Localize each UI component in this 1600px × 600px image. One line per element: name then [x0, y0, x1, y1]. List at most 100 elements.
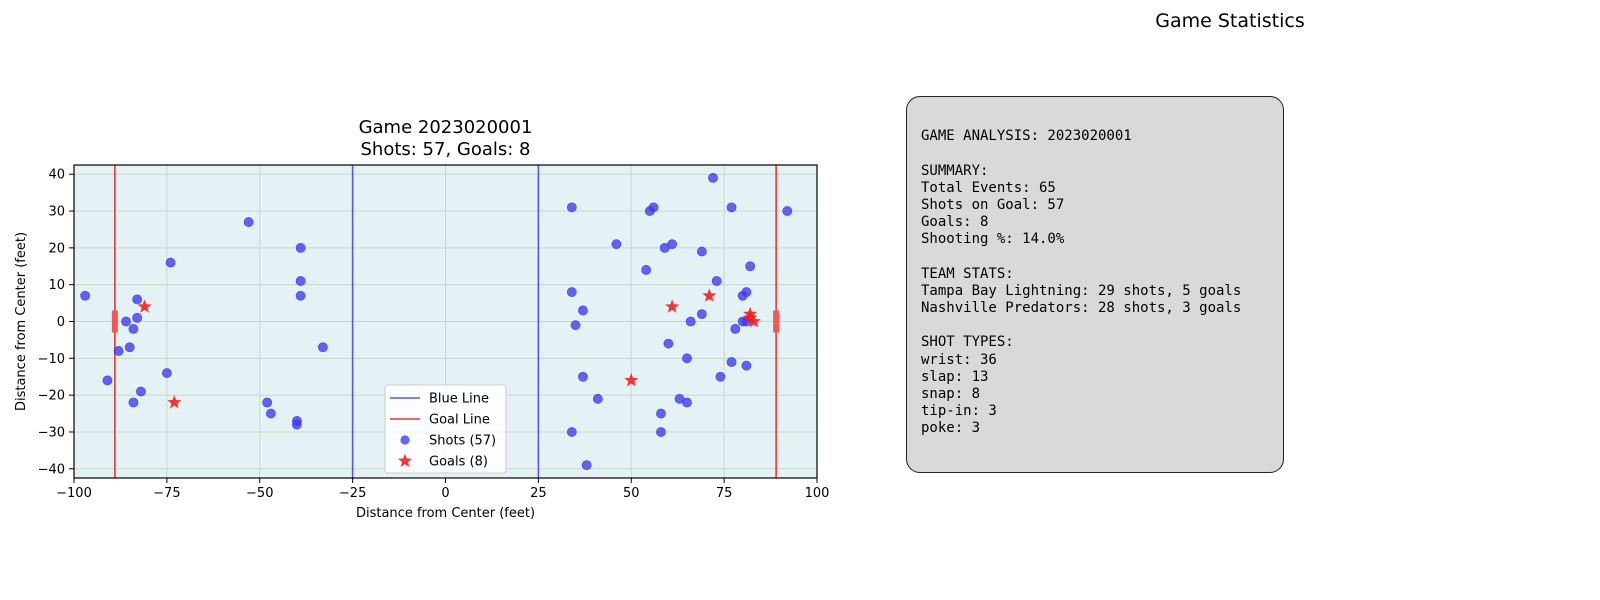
shot-point	[265, 408, 276, 419]
x-tick-label: 25	[530, 486, 547, 501]
data-marks	[80, 172, 793, 471]
legend-label: Blue Line	[429, 392, 489, 407]
y-tick-label: 30	[48, 205, 65, 220]
shot-point	[128, 323, 139, 334]
shot-point	[696, 309, 707, 320]
shot-point	[566, 287, 577, 297]
y-tick-label: −20	[38, 389, 65, 404]
shot-point	[243, 217, 254, 227]
shot-point	[80, 290, 91, 301]
shot-point	[667, 239, 678, 250]
y-axis-label: Distance from Center (feet)	[14, 232, 29, 411]
stats-line: poke: 3	[921, 420, 981, 437]
shot-point	[295, 290, 306, 301]
y-tick-label: −30	[38, 425, 65, 440]
shot-point	[570, 320, 581, 331]
y-tick-label: 10	[48, 278, 65, 293]
stats-line: wrist: 36	[921, 351, 997, 368]
shot-point	[782, 206, 793, 216]
stats-line: Total Events: 65	[921, 179, 1056, 196]
shot-point	[682, 353, 692, 364]
x-tick-label: −75	[153, 486, 180, 501]
stats-line: GAME ANALYSIS: 2023020001	[921, 128, 1132, 145]
stats-line: SUMMARY:	[921, 162, 989, 179]
legend-label: Shots (57)	[429, 434, 496, 449]
axis-ticks: −100 −75 −50 −25 0 25 50 75 100−40−30−20−1001020…	[38, 168, 830, 501]
shot-point	[708, 172, 718, 183]
shot-point	[165, 257, 176, 268]
y-tick-label: 20	[48, 241, 65, 256]
shot-point	[741, 360, 752, 371]
stats-line	[921, 249, 1283, 266]
x-tick-label: 0	[441, 486, 449, 501]
goal-star	[167, 395, 182, 409]
shot-point	[682, 397, 692, 408]
shot-point	[132, 294, 143, 305]
shot-point	[726, 202, 737, 213]
goal-star	[137, 299, 152, 313]
stats-line: Nashville Predators: 28 shots, 3 goals	[921, 300, 1242, 317]
x-tick-label: −50	[246, 486, 273, 501]
y-tick-label: −10	[38, 352, 65, 367]
shot-point	[726, 357, 737, 367]
shot-point	[121, 316, 131, 327]
shot-point	[745, 261, 756, 272]
shot-point	[730, 323, 741, 334]
shot-point	[641, 265, 652, 275]
stats-line: Goals: 8	[921, 214, 989, 231]
stats-line: tip-in: 3	[921, 403, 997, 420]
shot-point	[656, 427, 666, 437]
shot-point	[696, 246, 707, 257]
shot-point	[581, 460, 592, 471]
stats-line: SHOT TYPES:	[921, 334, 1014, 351]
shot-point	[711, 276, 722, 286]
shot-point	[648, 202, 659, 213]
stats-line: slap: 13	[921, 368, 989, 385]
goal-star	[665, 299, 680, 313]
x-tick-label: 50	[623, 486, 640, 501]
shot-point	[656, 408, 666, 419]
shot-point	[715, 371, 726, 382]
goal-star	[743, 310, 758, 324]
shot-point	[295, 242, 306, 253]
shot-point	[262, 397, 273, 408]
shot-point	[291, 419, 302, 430]
x-axis-label: Distance from Center (feet)	[356, 506, 535, 521]
shot-point	[566, 202, 577, 213]
game-statistics-box: GAME ANALYSIS: 2023020001 SUMMARY: Total E…	[906, 96, 1284, 473]
stats-line	[921, 317, 1283, 334]
x-tick-label: −25	[339, 486, 366, 501]
x-tick-label: −100	[56, 486, 92, 501]
legend: Blue Line Goal Line Shots (57) Goals (8)	[384, 384, 507, 474]
shot-point	[611, 239, 622, 250]
chart-title: Game 2023020001	[359, 117, 533, 138]
shot-point	[578, 305, 588, 316]
shot-point	[161, 368, 172, 378]
shot-point	[128, 397, 139, 408]
shot-point	[663, 338, 674, 349]
goal-star	[702, 288, 717, 302]
shot-point	[135, 386, 146, 397]
rink-lines	[111, 165, 780, 478]
x-tick-label: 75	[716, 486, 733, 501]
shot-point	[592, 393, 603, 404]
stats-line: TEAM STATS:	[921, 265, 1014, 282]
shot-point	[124, 342, 135, 353]
stats-line: snap: 8	[921, 386, 981, 402]
goal-star	[746, 314, 761, 328]
y-tick-label: 0	[57, 315, 65, 330]
figure-title: Game Statistics	[1155, 10, 1305, 32]
legend-frame	[384, 384, 507, 474]
shot-point	[685, 316, 696, 327]
shot-point	[578, 371, 588, 382]
x-tick-label: 100	[805, 486, 830, 501]
shot-point	[295, 276, 306, 286]
stats-line	[921, 145, 1283, 162]
stats-line: Tampa Bay Lightning: 29 shots, 5 goals	[921, 282, 1242, 299]
stats-line	[921, 111, 1283, 128]
legend-label: Goals (8)	[429, 455, 488, 470]
legend-circle-swatch	[400, 435, 410, 445]
shot-point	[132, 312, 143, 323]
shot-point	[318, 342, 328, 353]
